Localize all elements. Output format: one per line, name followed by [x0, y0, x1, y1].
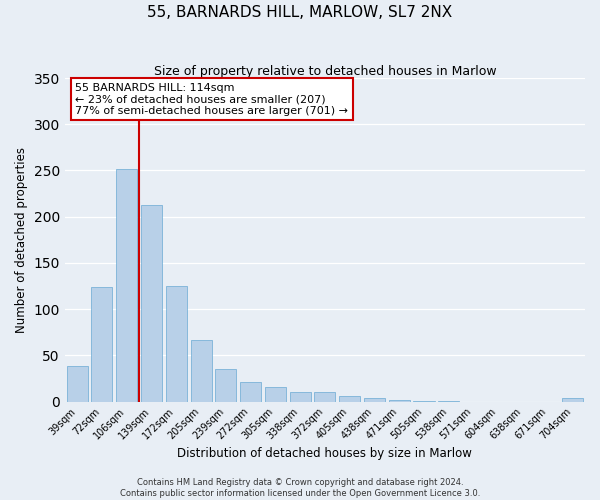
Bar — [116, 168, 137, 402]
X-axis label: Distribution of detached houses by size in Marlow: Distribution of detached houses by size … — [178, 447, 472, 460]
Text: Contains HM Land Registry data © Crown copyright and database right 2024.
Contai: Contains HM Land Registry data © Crown c… — [120, 478, 480, 498]
Bar — [413, 400, 434, 402]
Bar — [91, 287, 112, 402]
Bar — [265, 387, 286, 402]
Bar — [67, 366, 88, 402]
Bar — [364, 398, 385, 402]
Bar — [438, 400, 459, 402]
Text: 55, BARNARDS HILL, MARLOW, SL7 2NX: 55, BARNARDS HILL, MARLOW, SL7 2NX — [148, 5, 452, 20]
Bar — [240, 382, 261, 402]
Bar — [339, 396, 360, 402]
Title: Size of property relative to detached houses in Marlow: Size of property relative to detached ho… — [154, 65, 496, 78]
Text: 55 BARNARDS HILL: 114sqm
← 23% of detached houses are smaller (207)
77% of semi-: 55 BARNARDS HILL: 114sqm ← 23% of detach… — [75, 83, 348, 116]
Bar — [166, 286, 187, 402]
Bar — [314, 392, 335, 402]
Bar — [562, 398, 583, 402]
Bar — [290, 392, 311, 402]
Bar — [215, 369, 236, 402]
Bar — [141, 204, 162, 402]
Bar — [191, 340, 212, 402]
Y-axis label: Number of detached properties: Number of detached properties — [15, 147, 28, 333]
Bar — [389, 400, 410, 402]
